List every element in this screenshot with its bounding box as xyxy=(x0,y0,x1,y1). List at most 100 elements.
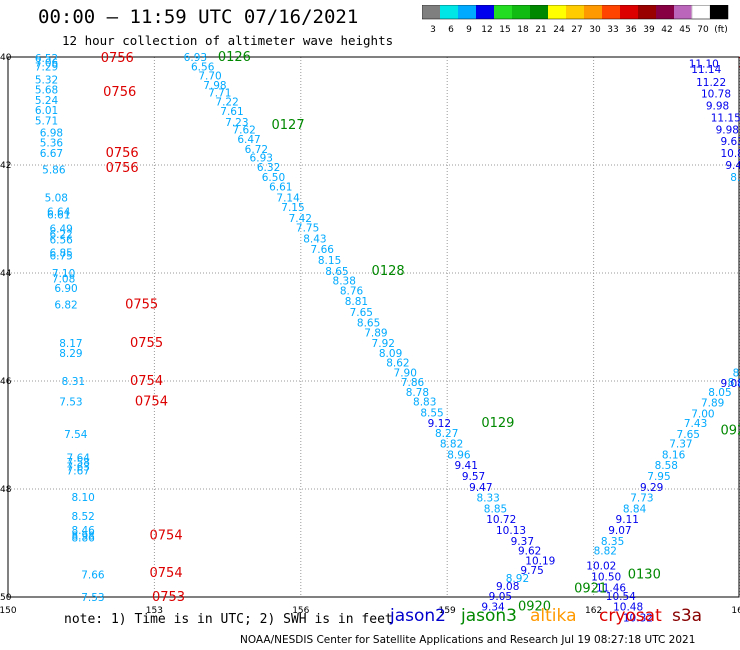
wave-height-label: 9.05 xyxy=(489,591,512,603)
color-swatch xyxy=(656,5,674,19)
wave-height-label: 8.98 xyxy=(71,530,94,542)
wave-height-label: 7.00 xyxy=(691,408,714,420)
wave-height-label: 8.43 xyxy=(303,233,326,245)
pass-time-label: 0756 xyxy=(106,146,139,161)
wave-height-label: 9.47 xyxy=(469,482,492,494)
wave-height-label: 8.96 xyxy=(447,449,471,461)
wave-height-label: 9.11 xyxy=(616,514,639,526)
wave-height-label: 6.67 xyxy=(40,148,63,160)
wave-height-label: 7.65 xyxy=(677,429,700,441)
wave-height-label: 5.71 xyxy=(35,116,58,128)
wave-height-label: 6.50 xyxy=(262,172,285,184)
lat-tick-label: 42 xyxy=(0,161,11,171)
color-scale-label: 27 xyxy=(571,25,582,35)
color-scale-legend: 3 6 9 12 15 18 21 24 27 30 33 36 39 42 45 70 (ft) xyxy=(422,5,729,35)
color-scale-label: 42 xyxy=(661,25,672,35)
wave-height-label: 9.57 xyxy=(462,471,485,483)
color-scale-label: 21 xyxy=(535,25,546,35)
wave-height-label: 7.65 xyxy=(350,307,373,319)
color-scale-label: 30 xyxy=(589,25,601,35)
wave-height-label: 5.24 xyxy=(35,95,59,107)
color-scale-label: (ft) xyxy=(714,25,728,35)
pass-time-label: 0755 xyxy=(130,336,163,351)
wave-height-label: 6.52 xyxy=(35,53,58,65)
color-scale-label: 33 xyxy=(607,25,618,35)
wave-height-label: 6.64 xyxy=(47,206,71,218)
wave-height-label: 8.81 xyxy=(345,296,368,308)
wave-height-label: 7.23 xyxy=(225,117,248,129)
wave-height-label: 6.90 xyxy=(54,283,77,295)
pass-time-label: 0130 xyxy=(628,567,661,582)
wave-height-label: 10.8 xyxy=(720,148,740,160)
color-scale-label: 12 xyxy=(481,25,492,35)
wave-height-label: 8.05 xyxy=(708,387,731,399)
wave-height-label: 9.75 xyxy=(520,565,543,577)
wave-height-label: 7.92 xyxy=(372,338,395,350)
pass-time-label: 0756 xyxy=(101,51,134,66)
pass-time-label: 0753 xyxy=(152,590,185,605)
wave-height-label: 6.85 xyxy=(49,247,72,259)
wave-height-label: 9.08 xyxy=(496,581,519,593)
wave-height-label: 7.14 xyxy=(276,192,300,204)
wave-height-label: 9.62 xyxy=(518,546,541,558)
wave-height-label: 8.31 xyxy=(62,376,85,388)
wave-height-label: 6.93 xyxy=(250,152,273,164)
wave-height-label: 7.43 xyxy=(684,418,707,430)
pass-time-label: 0129 xyxy=(481,416,514,431)
color-swatch xyxy=(638,5,656,19)
pass-time-label: 0754 xyxy=(135,395,168,410)
pass-time-label: 0755 xyxy=(125,297,158,312)
wave-height-label: 8.76 xyxy=(340,285,364,297)
wave-height-label: 7.73 xyxy=(630,493,653,505)
wave-height-label: 6.47 xyxy=(237,134,260,146)
color-swatch xyxy=(476,5,494,19)
wave-height-label: 6.49 xyxy=(49,224,72,236)
wave-height-label: 8.38 xyxy=(333,276,356,288)
map-grid xyxy=(7,56,740,598)
lat-tick-label: 48 xyxy=(0,485,12,495)
color-swatch xyxy=(566,5,584,19)
wave-height-label: 8.17 xyxy=(59,338,82,350)
wave-height-label: 10.72 xyxy=(486,514,516,526)
wave-height-label: 8.65 xyxy=(325,266,348,278)
lon-tick-label: 150 xyxy=(0,606,17,616)
units-note: note: 1) Time is in UTC; 2) SWH is in fe… xyxy=(64,612,393,627)
color-scale-frame xyxy=(422,5,729,20)
lon-tick-label: 153 xyxy=(146,606,163,616)
wave-height-label: 10.48 xyxy=(613,602,643,614)
wave-height-label: 9.98 xyxy=(706,101,729,113)
wave-height-label: 11.14 xyxy=(691,64,721,76)
wave-height-label: 7.62 xyxy=(232,124,255,136)
wave-height-label: 6.75 xyxy=(49,251,72,263)
wave-height-label: 5.68 xyxy=(35,84,58,96)
wave-height-label: 8.85 xyxy=(484,503,507,515)
wave-height-label: 7.89 xyxy=(701,398,724,410)
wave-height-label: 10.02 xyxy=(586,561,616,573)
wave-height-label: 8.86 xyxy=(71,533,95,545)
wave-height-label: 7.71 xyxy=(208,88,231,100)
pass-time-label: 0920 xyxy=(518,600,551,615)
wave-height-label: 10.78 xyxy=(701,89,731,101)
color-swatch xyxy=(602,5,620,19)
wave-height-label: 7.15 xyxy=(281,202,304,214)
color-swatch xyxy=(440,5,458,19)
pass-time-label: 1 xyxy=(738,53,740,71)
lat-tick-label: 46 xyxy=(0,377,12,387)
color-scale-label: 18 xyxy=(517,25,529,35)
color-scale-label: 45 xyxy=(679,25,690,35)
wave-height-label: 7.89 xyxy=(364,327,387,339)
pass-time-label: 0922 xyxy=(720,424,740,439)
wave-height-label: 7.95 xyxy=(647,471,670,483)
color-scale-label: 70 xyxy=(697,25,709,35)
wave-height-label: 10.32 xyxy=(623,613,653,625)
color-scale-label: 9 xyxy=(466,25,472,35)
wave-height-label: 8.35 xyxy=(601,536,624,548)
satellite-altika: altika xyxy=(530,606,577,626)
wave-height-label: 8.78 xyxy=(406,387,429,399)
wave-height-label: 6.56 xyxy=(191,62,215,74)
wave-height-label: 6.01 xyxy=(35,105,58,117)
lon-tick-label: 156 xyxy=(292,606,309,616)
wave-height-label: 8.82 xyxy=(594,546,617,558)
wave-height-label: 8.84 xyxy=(623,503,647,515)
